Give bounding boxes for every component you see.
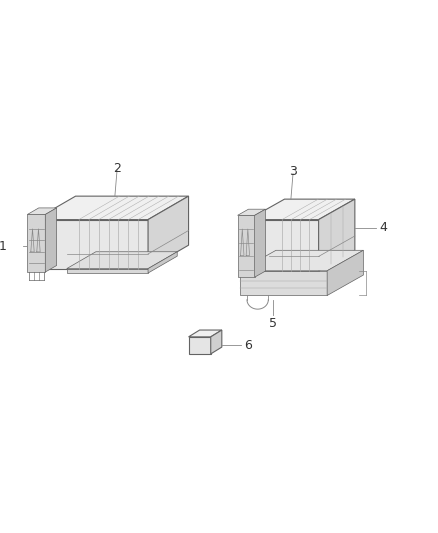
Text: 4: 4: [380, 221, 388, 235]
Polygon shape: [148, 252, 177, 273]
Polygon shape: [148, 196, 189, 269]
Polygon shape: [237, 209, 265, 215]
Text: 5: 5: [269, 317, 277, 330]
Polygon shape: [189, 337, 211, 354]
Polygon shape: [240, 251, 364, 271]
Polygon shape: [211, 330, 222, 354]
Polygon shape: [67, 269, 148, 273]
Polygon shape: [45, 208, 57, 272]
Text: 6: 6: [244, 339, 252, 352]
Polygon shape: [327, 251, 364, 295]
Polygon shape: [67, 252, 177, 269]
Polygon shape: [35, 196, 189, 220]
Polygon shape: [28, 208, 57, 214]
Polygon shape: [237, 215, 254, 277]
Polygon shape: [248, 199, 355, 220]
Polygon shape: [240, 271, 327, 295]
Polygon shape: [248, 220, 318, 271]
Polygon shape: [35, 220, 148, 269]
Text: 3: 3: [289, 165, 297, 178]
Polygon shape: [28, 214, 45, 272]
Polygon shape: [254, 209, 265, 277]
Polygon shape: [189, 330, 222, 337]
Text: 2: 2: [113, 162, 121, 175]
Polygon shape: [318, 199, 355, 271]
Text: 1: 1: [0, 240, 7, 253]
